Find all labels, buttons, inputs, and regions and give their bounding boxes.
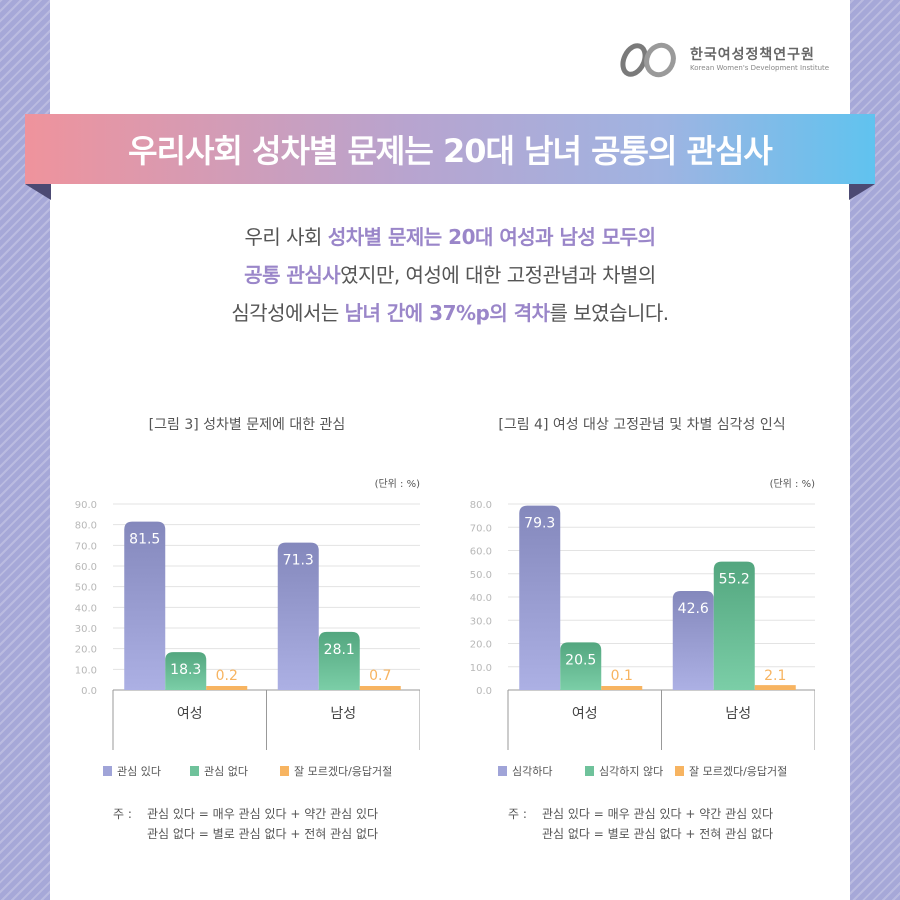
chart-note-interest: 주 : 관심 있다 = 매우 관심 있다 + 약간 관심 있다 관심 없다 = 별… — [113, 804, 378, 844]
data-label: 71.3 — [283, 553, 314, 569]
category-label: 남성 — [725, 706, 751, 722]
summary-highlight: 공통 관심사 — [244, 263, 341, 287]
y-tick-label: 20.0 — [75, 645, 97, 656]
note-line-2: 관심 없다 = 별로 관심 없다 + 전혀 관심 없다 — [542, 827, 774, 841]
note-line-1: 관심 있다 = 매우 관심 있다 + 약간 관심 있다 — [147, 807, 379, 821]
data-label: 81.5 — [129, 532, 160, 548]
chart-note-severity: 주 : 관심 있다 = 매우 관심 있다 + 약간 관심 있다 관심 없다 = 별… — [508, 804, 773, 844]
brand-logo: 한국여성정책연구원 Korean Women's Development Ins… — [618, 40, 838, 80]
note-prefix: 주 : — [113, 807, 132, 821]
summary-highlight: 남녀 간에 37%p의 격차 — [344, 301, 550, 325]
y-tick-label: 50.0 — [75, 583, 97, 594]
bar — [124, 521, 166, 690]
legend-label: 잘 모르겠다/응답거절 — [689, 765, 787, 778]
legend-swatch — [498, 766, 507, 776]
note-prefix: 주 : — [508, 807, 527, 821]
bar-chart-interest: [그림 3] 성차별 문제에 대한 관심 (단위 : %) 0.0 10.0 20.0 3… — [75, 417, 420, 778]
summary-text-plain: 였지만, 여성에 대한 고정관념과 차별의 — [340, 263, 656, 287]
legend-swatch — [585, 766, 594, 776]
summary-line-2: 공통 관심사였지만, 여성에 대한 고정관념과 차별의 — [100, 256, 800, 294]
legend-swatch — [280, 766, 289, 776]
data-label: 0.2 — [216, 668, 238, 684]
legend-label: 관심 없다 — [204, 765, 248, 778]
y-tick-label: 10.0 — [75, 665, 97, 676]
bar — [206, 686, 248, 690]
legend-swatch — [190, 766, 199, 776]
summary-text-plain: 를 보였습니다. — [549, 301, 670, 325]
data-label: 2.1 — [764, 668, 786, 684]
y-tick-label: 90.0 — [75, 500, 97, 511]
y-tick-label: 50.0 — [470, 570, 492, 581]
category-label: 여성 — [572, 706, 598, 722]
data-label: 0.7 — [369, 668, 391, 684]
chart-panel-interest: [그림 3] 성차별 문제에 대한 관심 (단위 : %) 0.0 10.0 20.0 3… — [75, 405, 420, 865]
y-tick-label: 30.0 — [470, 616, 492, 627]
y-tick-label: 20.0 — [470, 640, 492, 651]
legend-swatch — [675, 766, 684, 776]
y-tick-label: 0.0 — [81, 686, 97, 697]
legend-label: 관심 있다 — [117, 765, 161, 778]
summary-highlight: 성차별 문제는 20대 여성과 남성 모두의 — [327, 225, 656, 249]
y-tick-label: 80.0 — [75, 521, 97, 532]
bar — [713, 561, 755, 690]
chart-title: [그림 3] 성차별 문제에 대한 관심 — [149, 417, 346, 433]
y-tick-label: 0.0 — [476, 686, 492, 697]
banner-fold-left — [25, 184, 51, 200]
bar — [560, 642, 602, 690]
y-tick-label: 70.0 — [75, 541, 97, 552]
page-title-banner: 우리사회 성차별 문제는 20대 남녀 공통의 관심사 — [25, 114, 875, 184]
summary-text-plain: 우리 사회 — [244, 225, 328, 249]
bar — [359, 686, 401, 690]
data-label: 79.3 — [524, 516, 555, 532]
chart-title: [그림 4] 여성 대상 고정관념 및 차별 심각성 인식 — [498, 417, 785, 433]
legend-label: 심각하다 — [512, 764, 552, 778]
data-label: 20.5 — [565, 652, 596, 668]
bar — [318, 631, 360, 690]
bar-chart-severity: [그림 4] 여성 대상 고정관념 및 차별 심각성 인식 (단위 : %) 0.0… — [470, 417, 815, 778]
y-tick-label: 30.0 — [75, 624, 97, 635]
data-label: 55.2 — [719, 572, 750, 588]
data-label: 18.3 — [170, 662, 201, 678]
bar — [601, 686, 643, 690]
data-label: 42.6 — [678, 601, 709, 617]
kwdi-emblem-icon — [620, 42, 676, 78]
legend-label: 심각하지 않다 — [599, 764, 663, 778]
banner-fold-right — [849, 184, 875, 200]
category-label: 여성 — [177, 706, 203, 722]
summary-text-plain: 심각성에서는 — [231, 301, 345, 325]
legend-label: 잘 모르겠다/응답거절 — [294, 765, 392, 778]
unit-label: (단위 : %) — [375, 477, 420, 490]
note-line-1: 관심 있다 = 매우 관심 있다 + 약간 관심 있다 — [542, 807, 774, 821]
y-tick-label: 40.0 — [470, 593, 492, 604]
bar — [754, 685, 796, 690]
bar — [165, 652, 207, 690]
y-tick-label: 40.0 — [75, 603, 97, 614]
summary-line-3: 심각성에서는 남녀 간에 37%p의 격차를 보였습니다. — [100, 294, 800, 332]
category-label: 남성 — [330, 706, 356, 722]
brand-name-ko: 한국여성정책연구원 — [690, 47, 815, 63]
y-tick-label: 60.0 — [75, 562, 97, 573]
bar — [672, 590, 714, 690]
y-tick-label: 60.0 — [470, 547, 492, 558]
page-title: 우리사회 성차별 문제는 20대 남녀 공통의 관심사 — [128, 132, 773, 170]
data-label: 0.1 — [611, 668, 633, 684]
note-line-2: 관심 없다 = 별로 관심 없다 + 전혀 관심 없다 — [147, 827, 379, 841]
bar — [519, 505, 561, 690]
y-tick-label: 80.0 — [470, 500, 492, 511]
y-tick-label: 70.0 — [470, 523, 492, 534]
legend-swatch — [103, 766, 112, 776]
bar — [277, 542, 319, 690]
brand-name-en: Korean Women's Development Institute — [690, 64, 830, 72]
unit-label: (단위 : %) — [770, 477, 815, 490]
summary-line-1: 우리 사회 성차별 문제는 20대 여성과 남성 모두의 — [100, 218, 800, 256]
y-tick-label: 10.0 — [470, 663, 492, 674]
data-label: 28.1 — [324, 642, 355, 658]
summary-text: 우리 사회 성차별 문제는 20대 여성과 남성 모두의 공통 관심사였지만, … — [100, 218, 800, 332]
chart-panel-severity: [그림 4] 여성 대상 고정관념 및 차별 심각성 인식 (단위 : %) 0.0… — [470, 405, 815, 865]
